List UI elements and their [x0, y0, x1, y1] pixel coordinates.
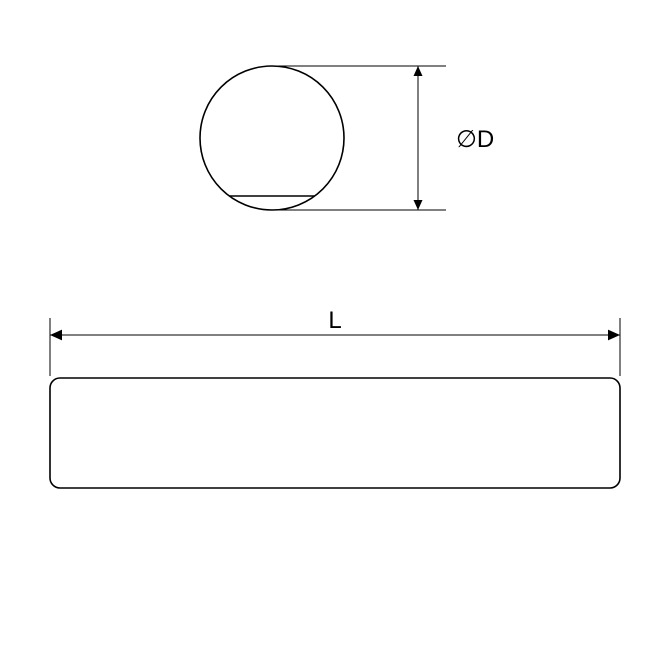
diameter-arrow-bottom — [414, 200, 423, 210]
diameter-arrow-top — [414, 66, 423, 76]
cross-section-circle — [200, 66, 344, 210]
length-label: L — [328, 307, 341, 334]
side-view-rect — [50, 378, 620, 488]
length-arrow-right — [608, 330, 620, 341]
length-arrow-left — [50, 330, 62, 341]
diameter-label: ∅D — [456, 126, 494, 153]
